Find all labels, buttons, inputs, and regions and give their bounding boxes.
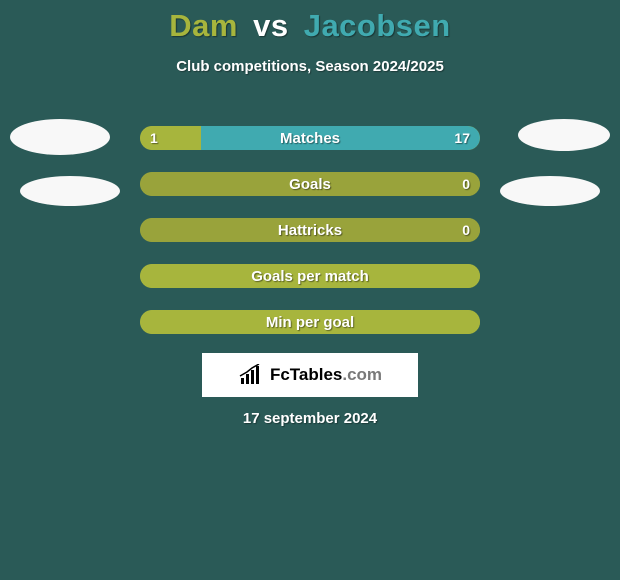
brand-prefix: Fc [270,365,290,384]
brand-chart-icon [238,364,264,386]
brand-main: Tables [290,365,343,384]
player2-avatar-secondary [500,176,600,206]
brand-text: FcTables.com [270,365,382,385]
stat-label: Min per goal [140,310,480,334]
vs-separator: vs [253,8,288,43]
stat-label: Goals per match [140,264,480,288]
player1-avatar-secondary [20,176,120,206]
stat-bar: 0Hattricks [140,218,480,242]
player2-name: Jacobsen [304,8,451,43]
subtitle: Club competitions, Season 2024/2025 [0,58,620,75]
stat-bar: Min per goal [140,310,480,334]
stat-label: Goals [140,172,480,196]
stat-bar: 0Goals [140,172,480,196]
stat-bar: 117Matches [140,126,480,150]
comparison-title: Dam vs Jacobsen [0,0,620,44]
player1-avatar-primary [10,119,110,155]
stat-label: Hattricks [140,218,480,242]
brand-watermark: FcTables.com [202,353,418,397]
stat-label: Matches [140,126,480,150]
stat-bar: Goals per match [140,264,480,288]
stats-bars: 117Matches 0Goals 0Hattricks Goals per matc… [140,126,480,356]
snapshot-date: 17 september 2024 [0,410,620,427]
brand-suffix: .com [342,365,382,384]
player1-name: Dam [169,8,238,43]
player2-avatar-primary [518,119,610,151]
